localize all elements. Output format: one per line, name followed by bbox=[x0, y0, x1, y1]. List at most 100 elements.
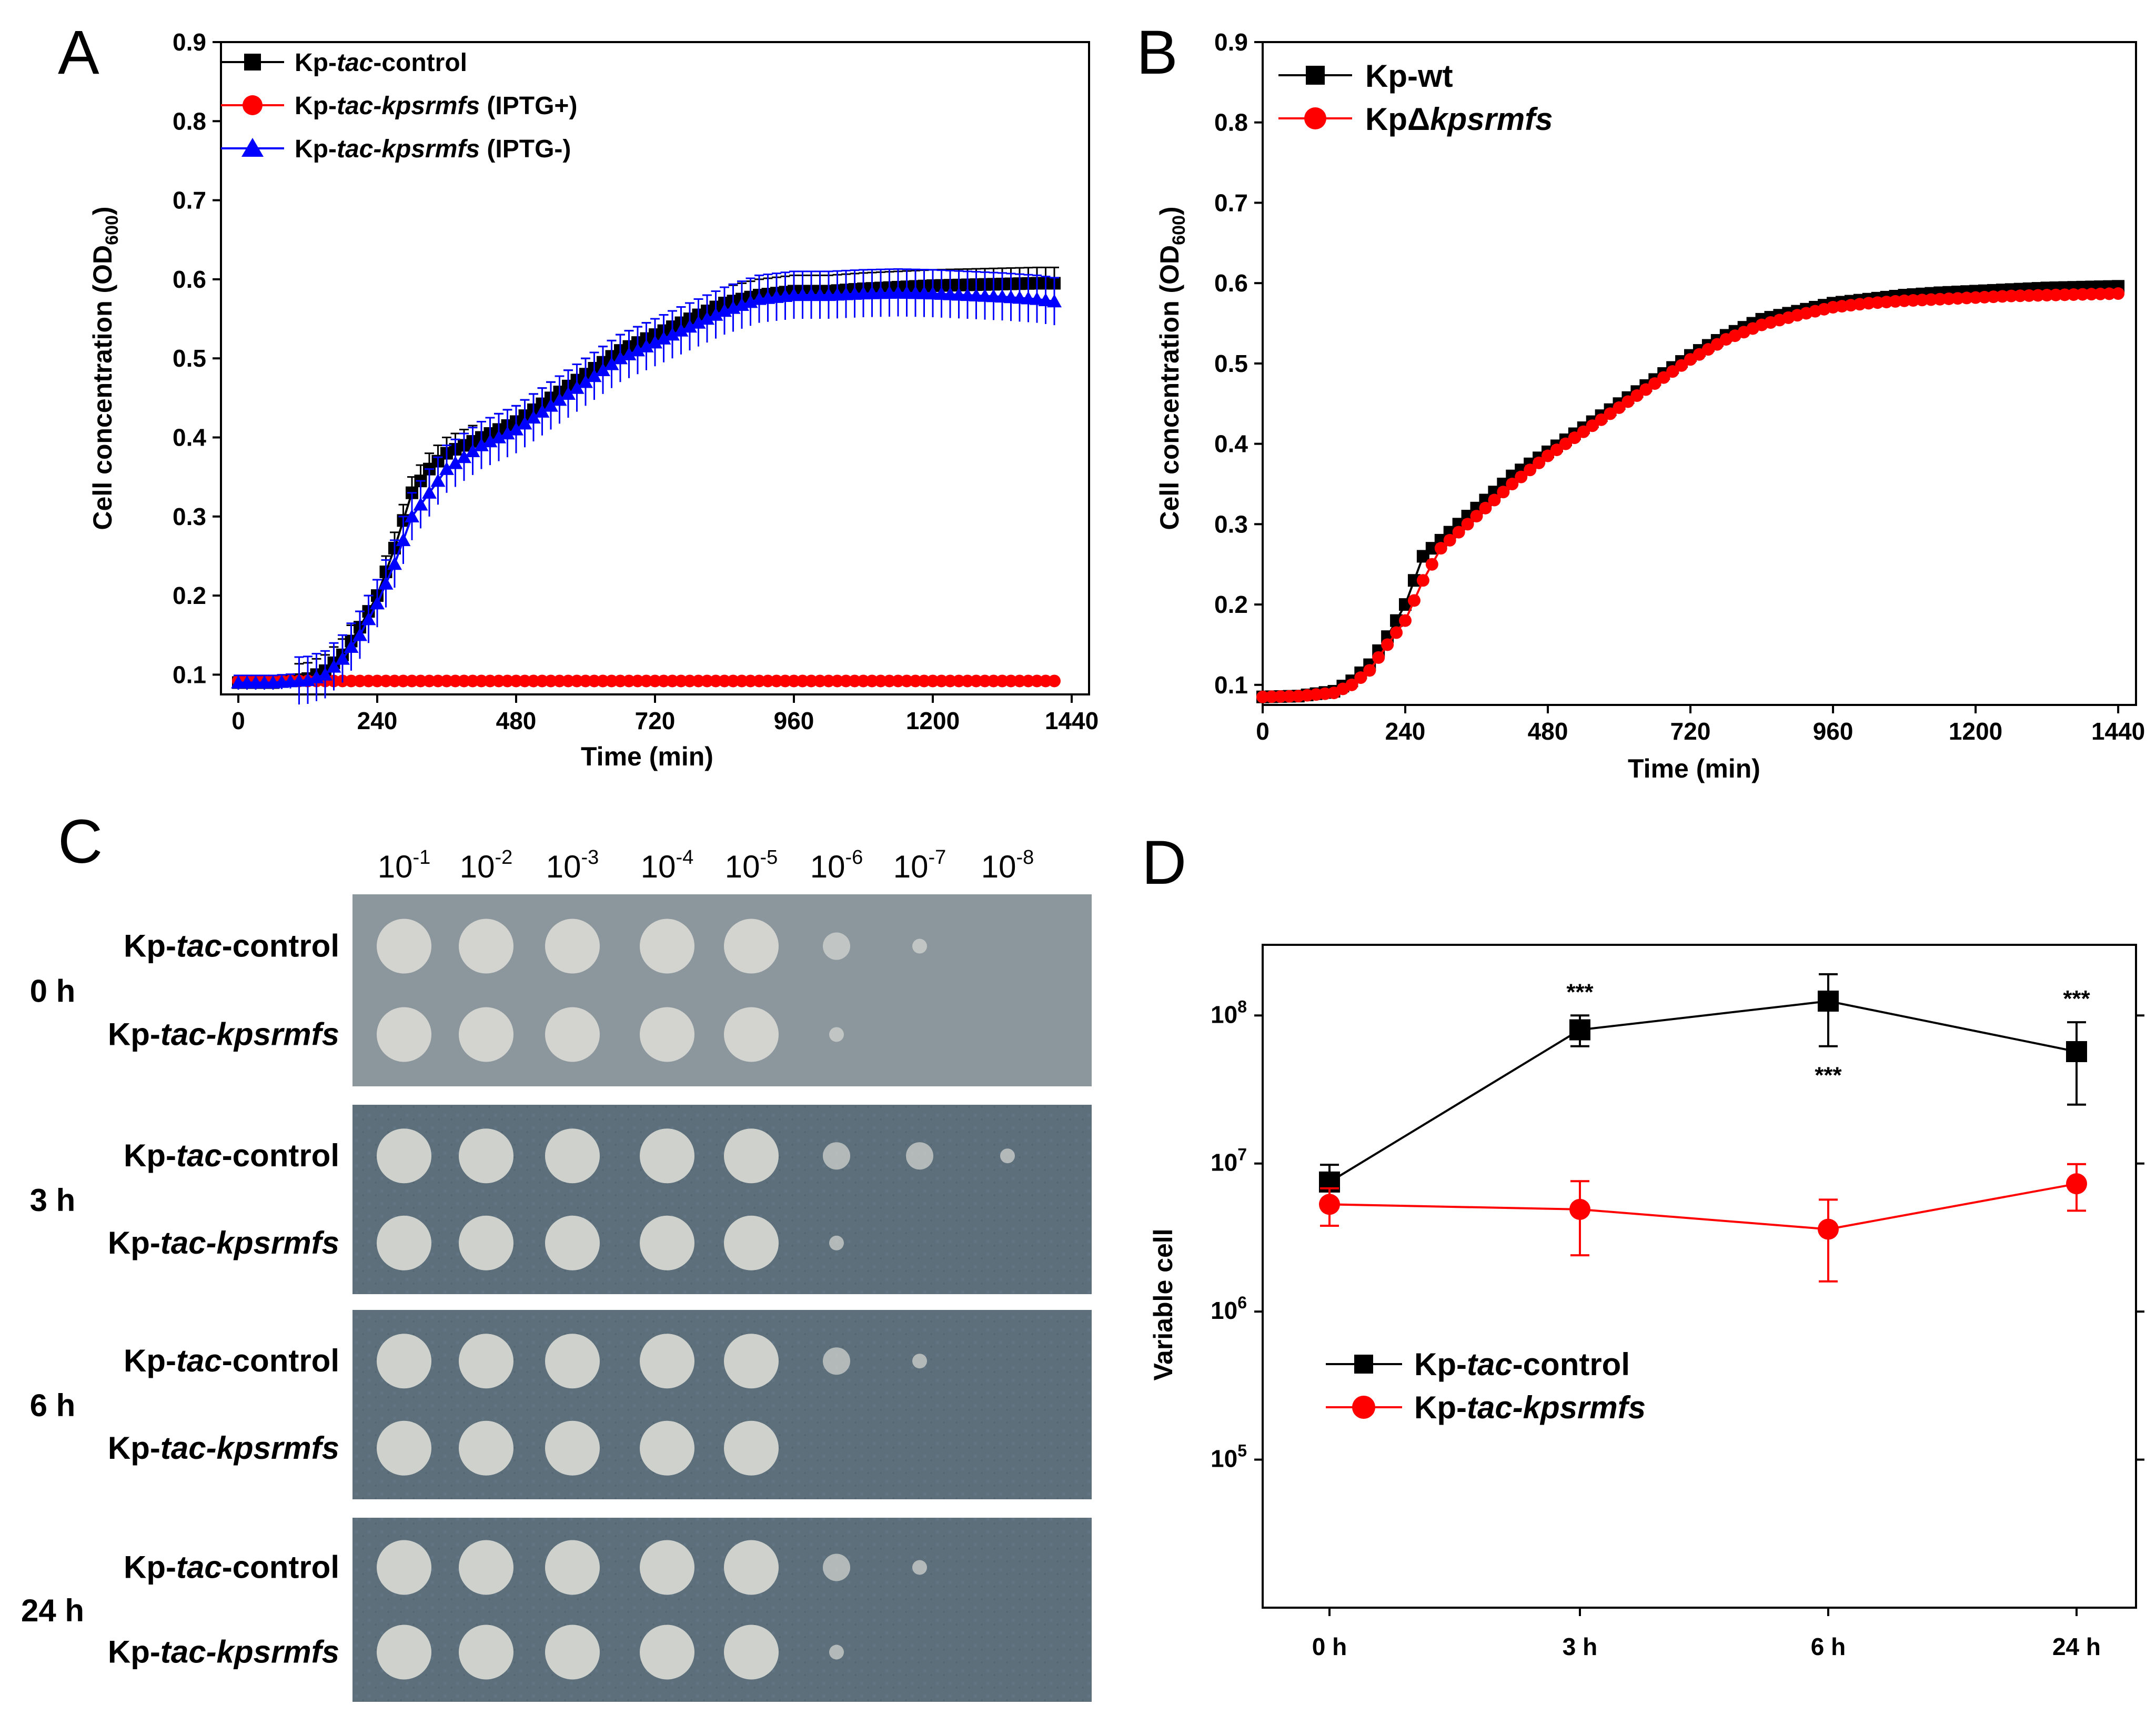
chart-b-point bbox=[1675, 359, 1688, 372]
colony-spot bbox=[459, 1007, 513, 1062]
chart-b-xtick-label: 240 bbox=[1385, 718, 1426, 745]
ytick-exp: 6 bbox=[1237, 1293, 1247, 1312]
chart-a-point bbox=[630, 343, 645, 357]
chart-a-point bbox=[691, 315, 706, 329]
chart-a-point bbox=[474, 438, 489, 451]
panel-c-plates: 10-1 10-2 10-3 10-4 10-5 10-6 10-7 10-8 Kp-tac-… bbox=[21, 846, 1092, 1702]
ytick-base: 10 bbox=[1211, 1445, 1237, 1472]
colony-spot bbox=[545, 1007, 600, 1062]
chart-b-point bbox=[2022, 289, 2036, 302]
chart-b-point bbox=[1630, 389, 1644, 402]
chart-d-ytick-label: 108 bbox=[1211, 997, 1247, 1028]
chart-b-point bbox=[1925, 293, 1938, 306]
chart-a-point bbox=[423, 674, 436, 688]
chart-a-point bbox=[935, 674, 948, 688]
colony-spot bbox=[640, 1128, 694, 1184]
chart-a-point bbox=[979, 674, 991, 688]
chart-a-point bbox=[779, 674, 792, 688]
chart-a-point bbox=[874, 674, 887, 688]
chart-b-point bbox=[1987, 290, 2000, 304]
chart-a-point bbox=[536, 674, 549, 688]
chart-b-ytick-label: 0.8 bbox=[1214, 109, 1248, 136]
row-label-mutant: Kp-tac-kpsrmfs bbox=[108, 1635, 339, 1670]
chart-a-point bbox=[1047, 294, 1062, 308]
chart-b-point bbox=[1666, 365, 1679, 378]
chart-b-point bbox=[1648, 377, 1661, 390]
legend-d-0-italic: tac bbox=[1467, 1347, 1513, 1382]
dilution-exp: -2 bbox=[495, 846, 512, 869]
chart-a-point bbox=[579, 674, 592, 688]
chart-d-xtick-label: 6 h bbox=[1811, 1633, 1846, 1660]
chart-a-point bbox=[840, 674, 852, 688]
chart-b-point bbox=[1933, 292, 1947, 306]
chart-b-point bbox=[2049, 288, 2062, 301]
chart-a-point bbox=[657, 674, 670, 688]
chart-b-point bbox=[2004, 289, 2018, 302]
row-label-italic: tac bbox=[176, 1343, 222, 1378]
colony-spot bbox=[545, 1540, 600, 1595]
chart-a-point bbox=[649, 674, 661, 688]
chart-a-point bbox=[673, 323, 689, 337]
row-label-prefix: Kp- bbox=[108, 1225, 160, 1260]
chart-a-ytick-label: 0.5 bbox=[173, 345, 206, 372]
chart-a-point bbox=[500, 426, 515, 440]
legend-a-2-italic: tac-kpsrmfs bbox=[337, 135, 480, 163]
dilution-label: 10-2 bbox=[460, 846, 513, 884]
colony-spot bbox=[545, 1215, 600, 1270]
row-label-mutant: Kp-tac-kpsrmfs bbox=[108, 1225, 339, 1260]
chart-a-point bbox=[666, 674, 679, 688]
chart-b-point bbox=[1425, 558, 1438, 571]
chart-d-xtick-label: 3 h bbox=[1563, 1633, 1597, 1660]
legend-a-2-prefix: Kp- bbox=[295, 135, 337, 163]
row-label-italic: tac-kpsrmfs bbox=[160, 1430, 339, 1466]
dilution-label: 10-6 bbox=[810, 846, 863, 884]
chart-a-y-title: Cell concentration (OD600) bbox=[88, 206, 122, 530]
legend-d-text-0: Kp-tac-control bbox=[1414, 1347, 1630, 1382]
chart-b-ytick-label: 0.1 bbox=[1214, 671, 1248, 699]
chart-a-y-title-sub: 600 bbox=[102, 215, 122, 245]
chart-b-point bbox=[1898, 294, 1911, 307]
chart-a-point bbox=[335, 651, 350, 665]
chart-a-point bbox=[501, 674, 514, 688]
legend-a-2-suffix: (IPTG-) bbox=[480, 135, 571, 163]
chart-d-point bbox=[2066, 1041, 2087, 1062]
chart-a-point bbox=[708, 307, 723, 321]
legend-d-1-italic: tac-kpsrmfs bbox=[1467, 1390, 1646, 1425]
chart-a-point bbox=[604, 357, 619, 370]
chart-b-point bbox=[1969, 291, 1982, 304]
chart-a-point bbox=[526, 410, 541, 424]
dilution-base: 10 bbox=[460, 849, 495, 884]
legend-d-0-suffix: -control bbox=[1513, 1347, 1630, 1382]
chart-a-point bbox=[892, 674, 904, 688]
chart-b-point bbox=[1345, 678, 1358, 691]
chart-a-point bbox=[900, 674, 913, 688]
ytick-exp: 7 bbox=[1237, 1145, 1247, 1164]
chart-a-point bbox=[692, 674, 705, 688]
chart-a-point bbox=[545, 674, 557, 688]
colony-spot bbox=[459, 1334, 513, 1389]
chart-a-point bbox=[466, 674, 479, 688]
chart-a-point bbox=[475, 674, 488, 688]
chart-a-point bbox=[813, 674, 827, 688]
colony-spot bbox=[377, 1128, 431, 1184]
legend-b-text-0: Kp-wt bbox=[1365, 58, 1453, 94]
chart-a-point bbox=[491, 430, 506, 443]
chart-a-point bbox=[388, 674, 401, 688]
legend-a-marker-2 bbox=[241, 138, 264, 157]
chart-a-point bbox=[1013, 674, 1026, 688]
chart-b: 0.1 0.2 0.3 0.4 0.5 0.6 0.7 0.8 0.9 0 240 480 720 96… bbox=[1155, 28, 2145, 783]
dilution-exp: -1 bbox=[412, 846, 430, 869]
legend-a-0-suffix: -control bbox=[373, 49, 467, 77]
row-label-prefix: Kp- bbox=[124, 1550, 176, 1585]
chart-d-series-line-1 bbox=[1329, 1183, 2077, 1230]
chart-a-point bbox=[883, 674, 896, 688]
time-point-label: 3 h bbox=[30, 1183, 76, 1218]
chart-a-point bbox=[961, 674, 974, 688]
chart-b-xtick-label: 720 bbox=[1670, 718, 1711, 745]
chart-d-legend: Kp-tac-control Kp-tac-kpsrmfs bbox=[1326, 1347, 1646, 1425]
chart-a-point bbox=[727, 674, 740, 688]
chart-a-point bbox=[430, 473, 446, 487]
chart-b-point bbox=[1488, 493, 1501, 507]
dilution-label: 10-4 bbox=[641, 846, 694, 884]
chart-a-point bbox=[379, 674, 392, 688]
